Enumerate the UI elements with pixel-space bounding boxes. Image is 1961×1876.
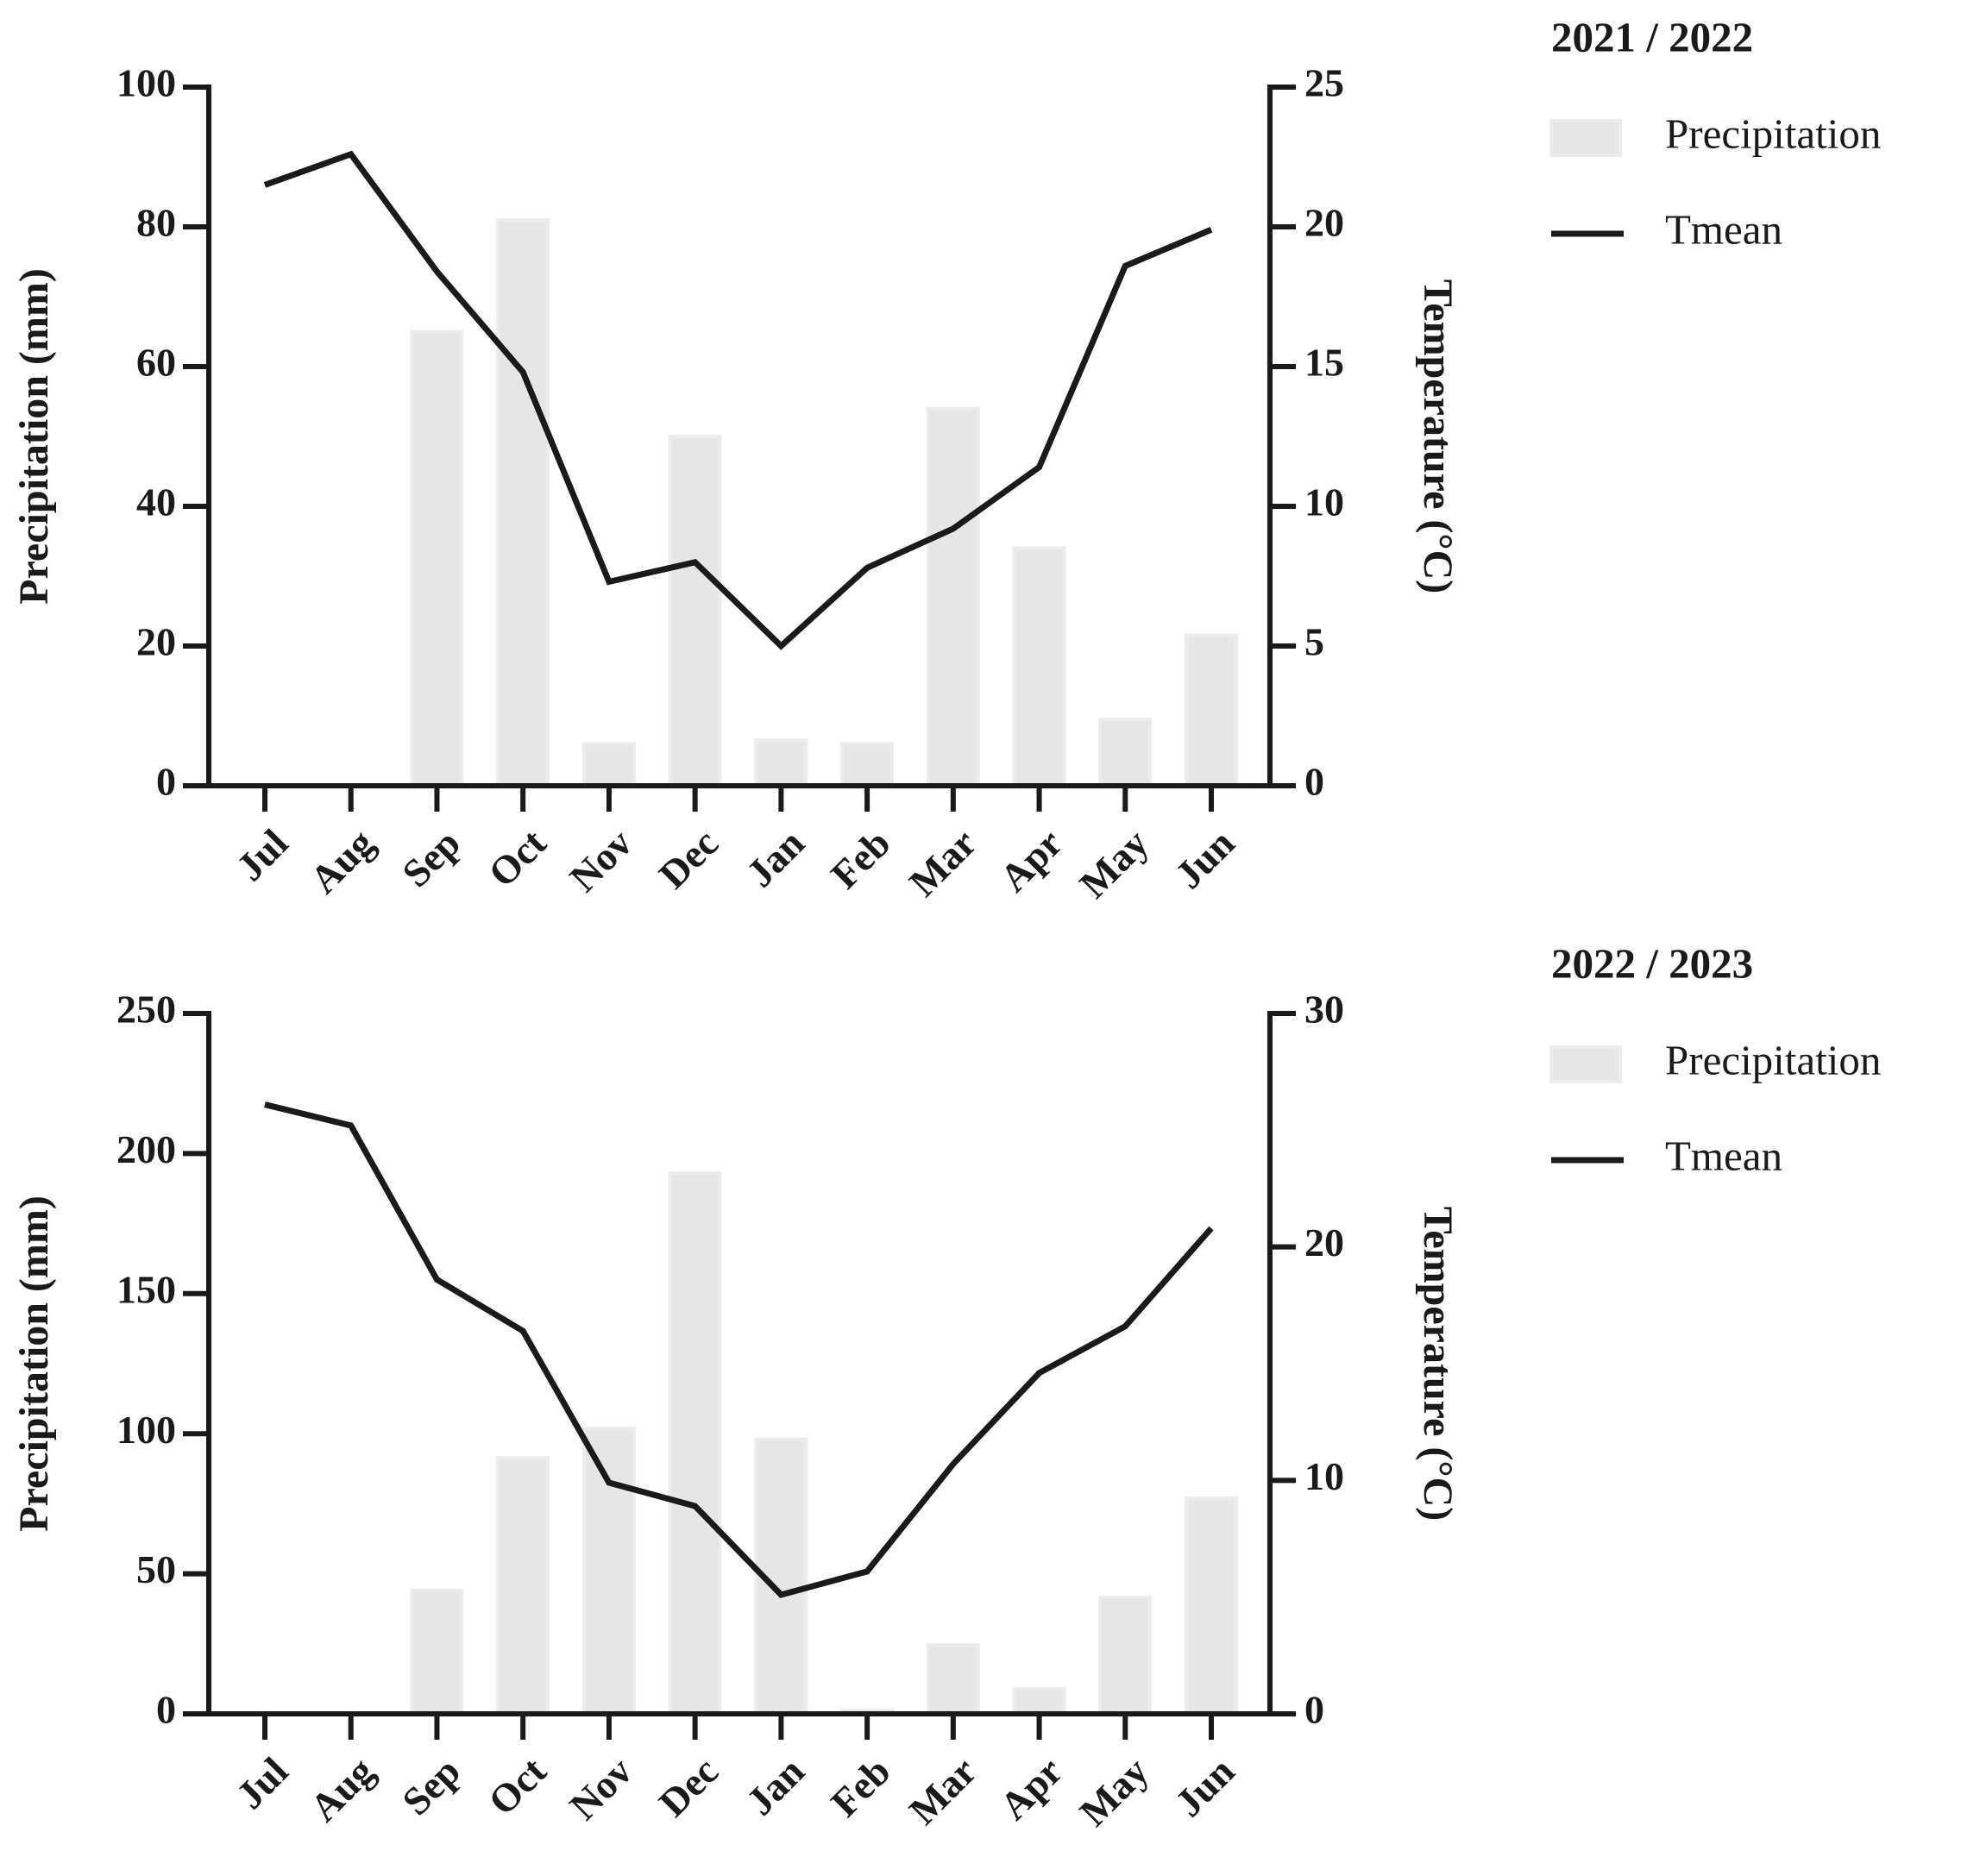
bar: [668, 435, 722, 787]
legend-swatch: [1549, 119, 1622, 157]
y-tick-label: 60: [136, 341, 176, 385]
bar: [668, 1171, 722, 1716]
bar: [496, 1455, 550, 1716]
x-tick-label: Sep: [393, 820, 468, 895]
y2-tick-label: 10: [1304, 480, 1344, 524]
y2-tick-label: 25: [1304, 61, 1344, 105]
x-tick-label: Apr: [991, 820, 1071, 900]
bar: [1185, 633, 1238, 787]
y-tick-label: 250: [116, 988, 176, 1032]
bar: [1012, 1686, 1066, 1716]
x-tick-label: Feb: [822, 1748, 898, 1824]
x-tick-label: Jan: [738, 820, 813, 895]
y2-tick-label: 20: [1304, 1220, 1344, 1264]
x-tick-label: Aug: [301, 820, 382, 901]
legend-label: Precipitation: [1665, 1036, 1881, 1083]
x-tick-label: Sep: [393, 1748, 468, 1823]
y2-tick-label: 5: [1304, 620, 1324, 664]
x-tick-label: Nov: [561, 1748, 640, 1828]
y-tick-label: 100: [116, 1408, 176, 1452]
legend-label: Tmean: [1665, 1132, 1782, 1179]
x-tick-label: Mar: [901, 820, 984, 904]
x-tick-label: Oct: [480, 820, 555, 895]
bar: [581, 742, 636, 788]
x-tick-label: Aug: [301, 1748, 382, 1829]
bar: [1185, 1496, 1238, 1716]
y-tick-label: 80: [136, 201, 176, 245]
bar: [840, 742, 895, 788]
y-tick-label: 150: [116, 1267, 176, 1311]
x-tick-label: Nov: [561, 820, 640, 900]
legend-title: 2022 / 2023: [1551, 939, 1753, 987]
line: [263, 150, 1213, 650]
x-tick-label: Jun: [1166, 820, 1243, 897]
x-tick-label: Oct: [480, 1748, 555, 1823]
x-tick-label: Jan: [738, 1748, 813, 1823]
y-tick-label: 40: [136, 480, 176, 524]
x-tick-label: Dec: [651, 820, 726, 896]
x-tick-label: Feb: [822, 820, 898, 896]
y-tick-label: 50: [136, 1547, 176, 1591]
y-tick-label: 0: [156, 1688, 176, 1732]
y2-tick-label: 10: [1304, 1454, 1344, 1498]
x-tick-label: May: [1072, 1748, 1157, 1834]
y2-tick-label: 20: [1304, 201, 1344, 245]
y-tick-label: 0: [156, 760, 176, 804]
x-tick-label: Jun: [1166, 1748, 1243, 1825]
legend-swatch: [1549, 1045, 1622, 1083]
bar: [926, 1643, 980, 1716]
y2-axis-title: Temperature (°C): [1415, 279, 1461, 593]
y-axis-title: Precipitation (mm): [11, 1195, 57, 1532]
y-axis-title: Precipitation (mm): [11, 268, 57, 605]
bar: [410, 329, 464, 787]
bar: [581, 1426, 636, 1716]
bar: [1098, 1596, 1153, 1716]
x-tick-label: Mar: [901, 1748, 984, 1832]
x-tick-label: May: [1072, 820, 1157, 906]
legend-label: Tmean: [1665, 205, 1782, 253]
x-tick-label: Apr: [991, 1748, 1071, 1828]
y2-tick-label: 15: [1304, 341, 1344, 385]
y2-axis-title: Temperature (°C): [1415, 1207, 1461, 1521]
y-tick-label: 20: [136, 620, 176, 664]
x-tick-label: Dec: [651, 1748, 726, 1824]
y2-tick-label: 0: [1304, 760, 1324, 804]
y2-tick-label: 0: [1304, 1688, 1324, 1732]
bar: [410, 1589, 464, 1716]
line: [264, 1101, 1214, 1598]
bar: [1012, 546, 1066, 787]
x-tick-label: Jul: [228, 820, 296, 888]
y-tick-label: 200: [116, 1127, 176, 1171]
bar: [1098, 718, 1153, 787]
bar: [926, 406, 980, 787]
y2-tick-label: 30: [1304, 988, 1344, 1032]
y-tick-label: 100: [116, 61, 176, 105]
legend-label: Precipitation: [1665, 110, 1881, 157]
legend-title: 2021 / 2022: [1551, 13, 1753, 60]
bar: [496, 217, 550, 787]
bar: [754, 738, 808, 787]
x-tick-label: Jul: [228, 1748, 296, 1816]
